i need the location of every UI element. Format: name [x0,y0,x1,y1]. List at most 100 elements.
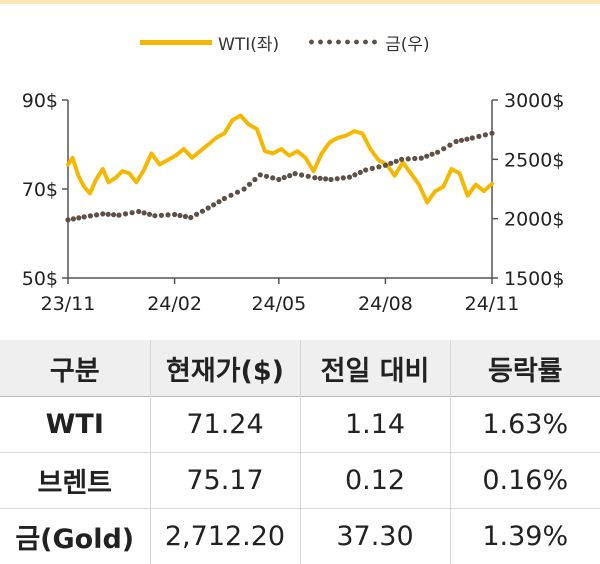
series-point-gold [76,215,81,220]
right-tick-label: 2500$ [504,149,564,171]
series-point-gold [464,137,469,142]
table-cell: 1.14 [300,397,450,453]
series-point-gold [142,210,147,215]
series-point-gold [94,212,99,217]
series-point-gold [383,163,388,168]
right-tick-label: 1500$ [504,268,564,290]
series-point-gold [287,173,292,178]
series-point-gold [82,214,87,219]
series-point-gold [352,172,357,177]
left-tick-label: 50$ [22,268,58,290]
series-point-gold [299,172,304,177]
series-point-gold [130,210,135,215]
table-row: WTI 71.24 1.14 1.63% [0,397,600,453]
series-point-gold [222,196,227,201]
series-point-gold [459,138,464,143]
table-cell: 71.24 [150,397,300,453]
series-point-gold [88,213,93,218]
series-point-gold [347,175,352,180]
left-tick-label: 90$ [22,90,58,112]
table-header: 등락률 [450,340,600,397]
table-cell: 1.63% [450,397,600,453]
series-point-gold [242,186,247,191]
series-point-gold [211,202,216,207]
series-point-gold [388,161,393,166]
series-point-gold [412,156,417,161]
series-point-gold [306,174,311,179]
x-tick-label: 24/11 [465,293,520,315]
series-point-gold [424,154,429,159]
table-header: 구분 [0,340,150,397]
series-point-gold [177,213,182,218]
series-point-gold [399,157,404,162]
series-point-gold [65,217,70,222]
x-tick-label: 24/05 [251,293,306,315]
series-point-gold [293,171,298,176]
series-point-gold [370,166,375,171]
series-point-gold [470,135,475,140]
right-tick-label: 2000$ [504,209,564,231]
series-point-gold [435,150,440,155]
series-point-gold [323,176,328,181]
table-cell: 1.39% [450,509,600,564]
series-point-gold [276,177,281,182]
price-table: 구분 현재가($) 전일 대비 등락률 WTI 71.24 1.14 1.63%… [0,340,600,564]
series-point-gold [441,146,446,151]
series-point-gold [106,212,111,217]
series-point-gold [318,176,323,181]
table-cell: 0.16% [450,453,600,509]
series-point-gold [172,212,177,217]
series-point-gold [152,213,157,218]
series-point-gold [430,152,435,157]
right-tick-label: 3000$ [504,90,564,112]
series-point-gold [335,176,340,181]
series-point-gold [206,205,211,210]
series-point-gold [358,170,363,175]
series-point-gold [247,182,252,187]
series-point-gold [159,213,164,218]
series-point-gold [341,175,346,180]
series-point-gold [200,209,205,214]
series-point-gold [328,177,333,182]
series-point-gold [476,134,481,139]
series-point-gold [188,215,193,220]
series-point-gold [228,193,233,198]
series-point-gold [406,156,411,161]
series-point-gold [136,209,141,214]
series-point-gold [394,159,399,164]
x-tick-label: 24/02 [147,293,202,315]
series-point-gold [147,212,152,217]
series-point-gold [419,156,424,161]
x-tick-label: 24/08 [358,293,413,315]
series-point-gold [258,172,263,177]
table-header: 현재가($) [150,340,300,397]
series-point-gold [363,167,368,172]
table-row: 브렌트 75.17 0.12 0.16% [0,453,600,509]
table-row: 금(Gold) 2,712.20 37.30 1.39% [0,509,600,564]
series-point-gold [483,132,488,137]
series-point-gold [100,211,105,216]
table-header: 전일 대비 [300,340,450,397]
table-cell: 0.12 [300,453,450,509]
series-point-gold [71,216,76,221]
table-header-row: 구분 현재가($) 전일 대비 등락률 [0,340,600,397]
table-cell: 2,712.20 [150,509,300,564]
series-point-gold [489,131,494,136]
table-cell: 75.17 [150,453,300,509]
table-cell: 금(Gold) [0,509,150,564]
series-point-gold [264,174,269,179]
series-point-gold [165,212,170,217]
series-point-gold [116,213,121,218]
series-point-gold [447,143,452,148]
series-point-gold [252,177,257,182]
series-point-gold [454,139,459,144]
table-cell: WTI [0,397,150,453]
x-tick-label: 23/11 [41,293,96,315]
series-point-gold [123,211,128,216]
series-point-gold [194,212,199,217]
series-point-gold [376,164,381,169]
table-cell: 37.30 [300,509,450,564]
series-point-gold [183,214,188,219]
series-point-gold [111,212,116,217]
